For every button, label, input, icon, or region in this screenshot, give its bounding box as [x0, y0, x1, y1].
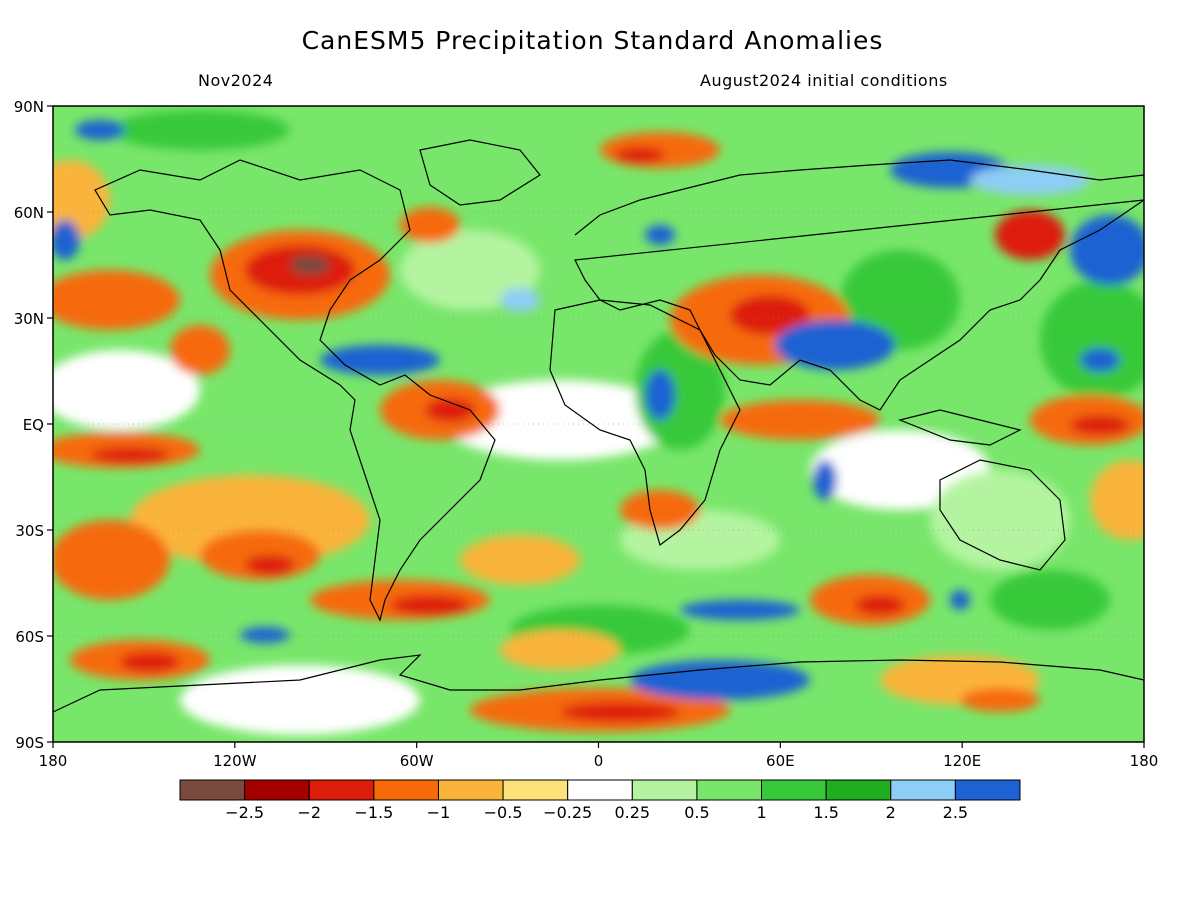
initial-conditions-label: August2024 initial conditions: [700, 71, 948, 90]
colorbar-label: −0.5: [484, 803, 523, 822]
colorbar-swatch: [502, 779, 569, 801]
coastlines: [53, 139, 1144, 713]
colorbar-label: 0.5: [684, 803, 709, 822]
colorbar-label: 1.5: [813, 803, 838, 822]
longitude-axis: 180 120W 60W 0 60E 120E 180: [39, 742, 1159, 770]
colorbar-swatch: [308, 779, 375, 801]
lon-tick-label: 60E: [766, 752, 795, 770]
colorbar-swatch: [179, 779, 246, 801]
colorbar: −2.5 −2 −1.5 −1 −0.5 −0.25 0.25 0.5 1 1.5 2 2.5: [179, 779, 1021, 822]
colorbar-swatch: [244, 779, 310, 801]
colorbar-swatch: [825, 779, 892, 801]
lon-tick-label: 180: [39, 752, 68, 770]
colorbar-swatch: [761, 779, 827, 801]
colorbar-swatch: [631, 779, 698, 801]
colorbar-label: −2.5: [225, 803, 264, 822]
colorbar-swatch: [954, 779, 1021, 801]
colorbar-swatch: [567, 779, 633, 801]
colorbar-label: 2.5: [943, 803, 968, 822]
lat-tick-label: 90S: [15, 734, 44, 752]
lat-tick-label: EQ: [23, 416, 44, 434]
colorbar-swatch: [696, 779, 763, 801]
lon-tick-label: 0: [594, 752, 604, 770]
colorbar-label: −1.5: [354, 803, 393, 822]
colorbar-label: 1: [756, 803, 766, 822]
latitude-axis: 90N 60N 30N EQ 30S 60S 90S: [14, 98, 53, 752]
colorbar-swatch: [373, 779, 439, 801]
lon-tick-label: 120E: [943, 752, 981, 770]
colorbar-swatch: [437, 779, 504, 801]
lat-tick-label: 60S: [15, 628, 44, 646]
colorbar-label: −0.25: [543, 803, 592, 822]
lat-grid-lines: [53, 211, 1144, 637]
lon-tick-label: 120W: [213, 752, 257, 770]
anomaly-field: [53, 106, 1144, 742]
lon-tick-label: 180: [1130, 752, 1159, 770]
colorbar-label: 0.25: [614, 803, 650, 822]
map-title: CanESM5 Precipitation Standard Anomalies: [301, 26, 884, 55]
valid-month-label: Nov2024: [198, 71, 274, 90]
lon-tick-label: 60W: [400, 752, 434, 770]
lat-tick-label: 30N: [14, 310, 44, 328]
colorbar-label: −1: [427, 803, 451, 822]
lat-tick-label: 60N: [14, 204, 44, 222]
lat-tick-label: 90N: [14, 98, 44, 116]
lat-tick-label: 30S: [15, 522, 44, 540]
colorbar-swatch: [890, 779, 956, 801]
colorbar-label: 2: [886, 803, 896, 822]
colorbar-label: −2: [297, 803, 321, 822]
